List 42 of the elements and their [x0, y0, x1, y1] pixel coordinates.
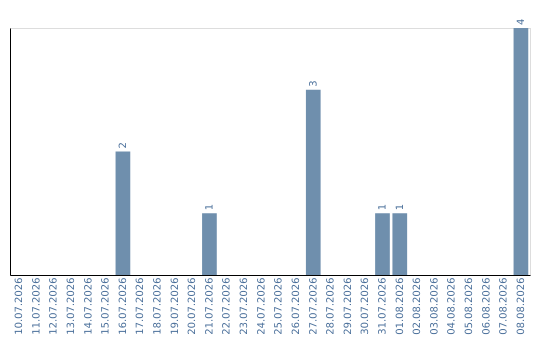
bar	[375, 213, 390, 275]
x-tick-label: 15.07.2026	[100, 278, 112, 335]
x-tick-label: 25.07.2026	[274, 278, 285, 335]
x-tick-label: 11.07.2026	[31, 278, 42, 335]
x-tick-label: 27.07.2026	[308, 278, 320, 335]
x-tick-label: 18.07.2026	[152, 278, 164, 335]
data-label: 4	[516, 18, 527, 25]
bar	[392, 213, 408, 275]
bar	[306, 90, 321, 275]
x-tick-label: 21.07.2026	[204, 278, 216, 335]
data-label: 1	[394, 204, 406, 210]
data-label: 2	[118, 142, 129, 148]
x-tick-label: 26.07.2026	[290, 278, 302, 335]
bar	[116, 152, 130, 275]
x-tick-label: 29.07.2026	[342, 278, 354, 335]
x-tick-label: 30.07.2026	[360, 278, 372, 335]
bar	[202, 213, 217, 275]
x-tick-label: 10.07.2026	[14, 278, 26, 335]
x-tick-label: 02.08.2026	[412, 278, 424, 335]
x-tick-label: 17.07.2026	[135, 278, 146, 335]
x-tick-label: 31.07.2026	[377, 278, 388, 335]
data-label: 3	[308, 80, 320, 87]
x-tick-label: 20.07.2026	[187, 278, 198, 335]
data-label: 1	[204, 204, 216, 210]
x-tick-label: 28.07.2026	[326, 278, 337, 335]
x-tick-label: 24.07.2026	[256, 278, 268, 335]
data-label: 1	[377, 204, 388, 210]
x-tick-label: 19.07.2026	[170, 278, 181, 335]
x-tick-label: 23.07.2026	[239, 278, 250, 335]
x-tick-label: 08.08.2026	[516, 278, 527, 335]
x-tick-label: 16.07.2026	[118, 278, 129, 335]
x-tick-label: 14.07.2026	[83, 278, 94, 335]
x-tick-label: 13.07.2026	[66, 278, 77, 335]
x-tick-label: 05.08.2026	[464, 278, 475, 335]
x-tick-label: 22.07.2026	[222, 278, 233, 335]
x-tick-label: 06.08.2026	[481, 278, 492, 335]
x-tick-label: 03.08.2026	[429, 278, 440, 335]
bar	[514, 28, 528, 275]
x-tick-label: 12.07.2026	[48, 278, 60, 335]
x-tick-label: 07.08.2026	[498, 278, 510, 335]
x-tick-label: 01.08.2026	[394, 278, 406, 335]
x-tick-label: 04.08.2026	[446, 278, 458, 335]
